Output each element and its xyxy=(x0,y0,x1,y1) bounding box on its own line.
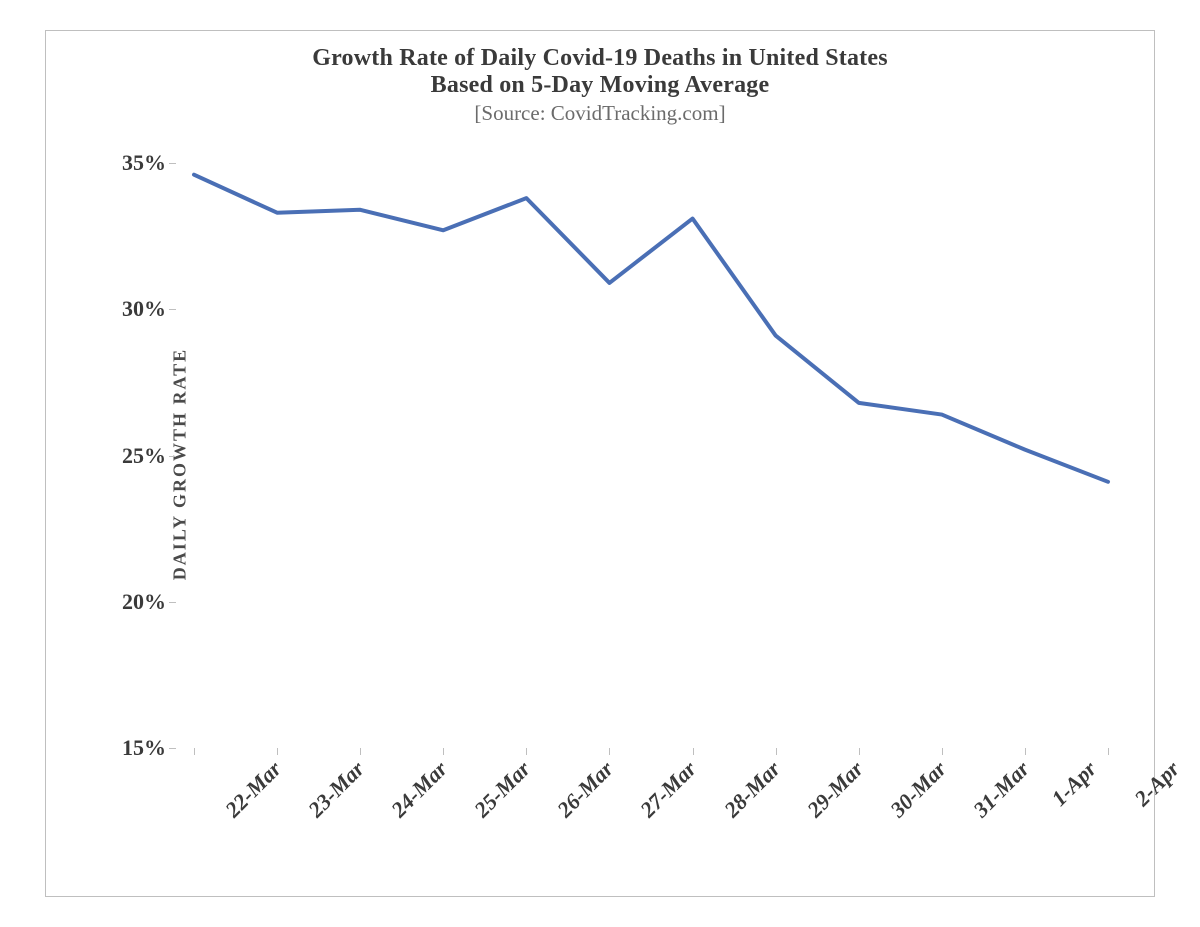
x-tick-mark xyxy=(942,748,943,755)
x-tick-label: 22-Mar xyxy=(220,756,287,823)
y-tick-label: 35% xyxy=(122,150,166,176)
x-tick-label: 23-Mar xyxy=(303,756,370,823)
x-tick-mark xyxy=(1108,748,1109,755)
plot-area: 15%20%25%30%35%22-Mar23-Mar24-Mar25-Mar2… xyxy=(176,163,1126,748)
chart-title-line2: Based on 5-Day Moving Average xyxy=(46,72,1154,99)
x-tick-mark xyxy=(859,748,860,755)
x-tick-mark xyxy=(526,748,527,755)
x-tick-label: 30-Mar xyxy=(885,756,952,823)
x-tick-mark xyxy=(1025,748,1026,755)
y-tick-mark xyxy=(169,456,176,457)
y-tick-mark xyxy=(169,309,176,310)
page: Growth Rate of Daily Covid-19 Deaths in … xyxy=(0,0,1200,927)
x-tick-label: 28-Mar xyxy=(719,756,786,823)
chart-subtitle: [Source: CovidTracking.com] xyxy=(46,101,1154,126)
y-tick-label: 25% xyxy=(122,443,166,469)
x-tick-label: 1-Apr xyxy=(1046,756,1102,812)
x-tick-mark xyxy=(443,748,444,755)
x-tick-mark xyxy=(194,748,195,755)
x-tick-label: 2-Apr xyxy=(1129,756,1185,812)
y-tick-label: 20% xyxy=(122,589,166,615)
x-tick-mark xyxy=(360,748,361,755)
series-line xyxy=(194,175,1108,482)
y-tick-mark xyxy=(169,163,176,164)
x-tick-mark xyxy=(776,748,777,755)
y-tick-label: 30% xyxy=(122,296,166,322)
chart-titles: Growth Rate of Daily Covid-19 Deaths in … xyxy=(46,45,1154,126)
x-tick-label: 27-Mar xyxy=(636,756,703,823)
x-tick-mark xyxy=(277,748,278,755)
x-tick-mark xyxy=(609,748,610,755)
y-tick-label: 15% xyxy=(122,735,166,761)
x-tick-label: 26-Mar xyxy=(552,756,619,823)
x-tick-mark xyxy=(693,748,694,755)
x-tick-label: 25-Mar xyxy=(469,756,536,823)
line-layer xyxy=(176,163,1126,748)
y-tick-mark xyxy=(169,748,176,749)
y-tick-mark xyxy=(169,602,176,603)
x-tick-label: 29-Mar xyxy=(802,756,869,823)
x-tick-label: 24-Mar xyxy=(386,756,453,823)
x-tick-label: 31-Mar xyxy=(968,756,1035,823)
chart-title-line1: Growth Rate of Daily Covid-19 Deaths in … xyxy=(46,45,1154,72)
chart-frame: Growth Rate of Daily Covid-19 Deaths in … xyxy=(45,30,1155,897)
